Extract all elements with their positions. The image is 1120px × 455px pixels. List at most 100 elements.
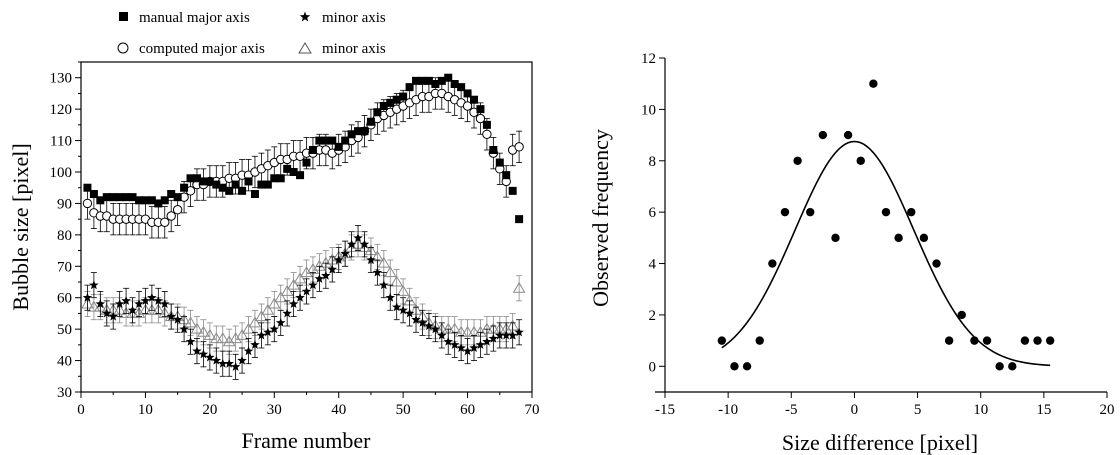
y-tick-label: 30 bbox=[57, 385, 72, 401]
x-tick-label: 60 bbox=[460, 402, 475, 418]
point-marker bbox=[755, 336, 764, 345]
circle-marker bbox=[462, 101, 473, 111]
x-tick-label: 50 bbox=[396, 402, 411, 418]
square-marker bbox=[122, 193, 131, 202]
square-marker bbox=[109, 193, 118, 202]
star-marker bbox=[462, 346, 473, 356]
square-marker bbox=[457, 83, 466, 92]
square-marker bbox=[199, 177, 208, 186]
star-marker bbox=[404, 308, 415, 318]
star-marker bbox=[482, 336, 492, 346]
star-marker bbox=[437, 330, 447, 340]
star-marker bbox=[314, 273, 325, 283]
star-marker bbox=[205, 352, 215, 362]
star-marker bbox=[237, 355, 247, 365]
star-marker bbox=[95, 299, 106, 309]
star-marker bbox=[366, 255, 376, 265]
star-marker bbox=[391, 302, 402, 312]
square-marker bbox=[308, 146, 317, 154]
point-marker bbox=[907, 207, 916, 217]
square-marker bbox=[276, 174, 285, 183]
star-marker bbox=[385, 292, 396, 302]
square-marker bbox=[167, 190, 176, 198]
square-marker bbox=[192, 174, 201, 183]
square-marker bbox=[482, 120, 491, 129]
star-marker bbox=[417, 317, 428, 327]
triangle-marker bbox=[151, 303, 165, 315]
square-marker bbox=[463, 89, 472, 98]
triangle-marker bbox=[267, 297, 281, 309]
star-marker bbox=[398, 305, 408, 315]
triangle-marker bbox=[229, 332, 242, 344]
star-marker bbox=[495, 330, 505, 340]
square-marker bbox=[257, 180, 266, 189]
legend-circle-open-marker bbox=[117, 42, 129, 54]
star-marker bbox=[250, 339, 260, 349]
star-marker bbox=[469, 343, 479, 353]
star-marker bbox=[256, 330, 267, 340]
square-marker bbox=[263, 180, 272, 189]
x-axis-label: Size difference [pixel] bbox=[782, 430, 978, 455]
point-marker bbox=[970, 336, 979, 345]
x-tick-label: 70 bbox=[525, 402, 540, 418]
y-tick-label: 130 bbox=[50, 71, 73, 87]
triangle-marker bbox=[158, 306, 172, 318]
square-marker bbox=[431, 80, 440, 88]
star-marker bbox=[456, 343, 466, 353]
star-marker bbox=[353, 233, 363, 243]
star-marker bbox=[424, 321, 434, 331]
star-marker bbox=[160, 299, 170, 309]
point-marker bbox=[818, 130, 828, 140]
square-marker bbox=[89, 190, 98, 198]
star-marker bbox=[211, 355, 222, 365]
legend-triangle-open-marker bbox=[298, 42, 312, 54]
triangle-marker bbox=[383, 266, 397, 278]
star-marker bbox=[430, 324, 441, 334]
star-marker bbox=[379, 280, 389, 290]
star-marker bbox=[102, 308, 112, 318]
legend-label: minor axis bbox=[322, 41, 386, 57]
x-tick-label: 0 bbox=[77, 402, 85, 418]
circle-marker bbox=[160, 217, 170, 227]
star-marker bbox=[327, 264, 338, 274]
triangle-marker bbox=[197, 325, 210, 337]
x-tick-label: 5 bbox=[914, 402, 922, 418]
point-marker bbox=[806, 207, 815, 217]
square-marker bbox=[347, 130, 356, 139]
star-marker bbox=[488, 333, 499, 343]
series-circle-open bbox=[82, 77, 524, 239]
triangle-marker bbox=[512, 281, 526, 293]
square-marker bbox=[399, 92, 408, 101]
star-marker bbox=[166, 311, 176, 321]
point-marker bbox=[1008, 362, 1017, 371]
y-tick-label: 120 bbox=[50, 102, 73, 118]
point-marker bbox=[1033, 336, 1042, 345]
triangle-marker bbox=[139, 303, 152, 315]
x-tick-label: 10 bbox=[973, 402, 988, 418]
y-tick-label: 90 bbox=[57, 196, 72, 212]
y-tick-label: 10 bbox=[641, 102, 656, 118]
star-marker bbox=[172, 314, 183, 324]
triangle-marker bbox=[255, 310, 268, 322]
x-tick-label: 20 bbox=[202, 402, 217, 418]
square-marker bbox=[302, 158, 311, 167]
square-marker bbox=[270, 174, 279, 183]
x-tick-label: -5 bbox=[785, 402, 798, 418]
point-marker bbox=[995, 362, 1004, 371]
star-marker bbox=[147, 292, 157, 302]
right-chart: -15 -10 -5 0 5 10 15 20 0 2 4 6 8 10 12 Size differenc… bbox=[588, 51, 1115, 455]
triangle-marker bbox=[287, 278, 300, 290]
star-marker bbox=[224, 358, 234, 368]
star-marker bbox=[282, 308, 292, 318]
x-tick-label: 40 bbox=[331, 402, 346, 418]
star-marker bbox=[82, 292, 93, 302]
star-marker bbox=[269, 324, 280, 334]
y-tick-label: 12 bbox=[641, 51, 656, 67]
x-tick-label: 15 bbox=[1036, 402, 1051, 418]
point-marker bbox=[742, 362, 752, 371]
square-marker bbox=[489, 146, 498, 154]
series-star-filled bbox=[82, 225, 524, 380]
triangle-marker bbox=[274, 291, 288, 303]
star-marker bbox=[134, 299, 144, 309]
star-marker bbox=[359, 239, 370, 249]
